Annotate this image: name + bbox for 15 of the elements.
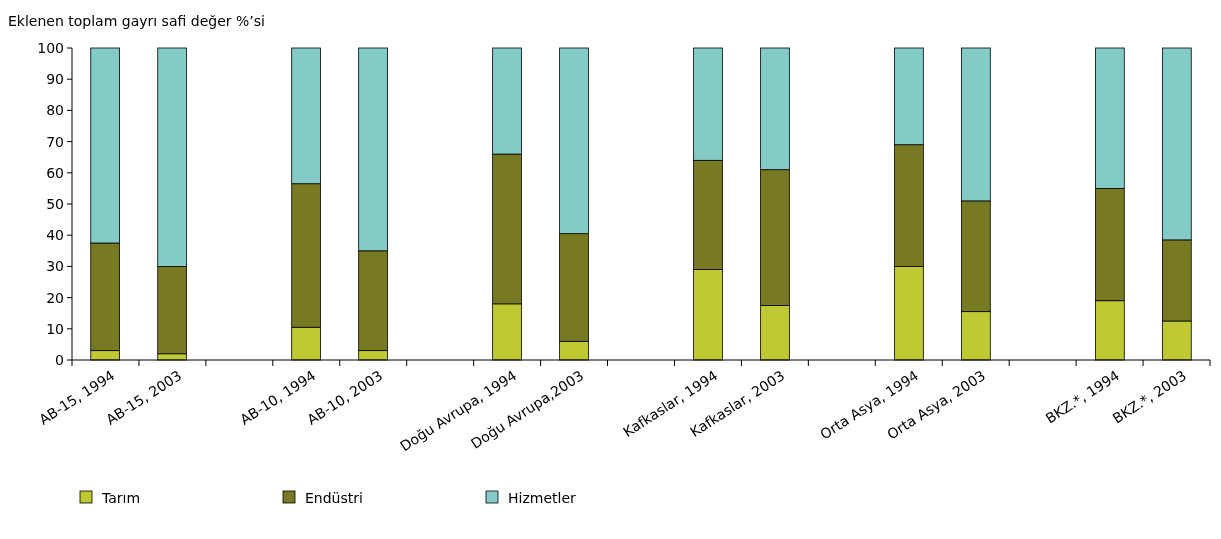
legend-label: Hizmetler — [508, 489, 577, 506]
y-tick-label: 100 — [37, 39, 64, 56]
legend-label: Tarım — [101, 489, 141, 506]
legend-label: Endüstri — [305, 489, 363, 506]
y-tick-label: 20 — [46, 289, 64, 306]
y-tick-label: 90 — [46, 71, 64, 88]
y-tick-label: 50 — [46, 195, 64, 212]
y-tick-label: 40 — [46, 227, 64, 244]
y-tick-label: 10 — [46, 320, 64, 337]
y-tick-label: 60 — [46, 164, 64, 181]
y-axis-title: Eklenen toplam gayrı safi değer %’si — [8, 13, 265, 29]
y-tick-label: 70 — [46, 133, 64, 150]
y-tick-label: 80 — [46, 102, 64, 119]
y-tick-label: 30 — [46, 258, 64, 275]
y-tick-label: 0 — [55, 351, 64, 368]
